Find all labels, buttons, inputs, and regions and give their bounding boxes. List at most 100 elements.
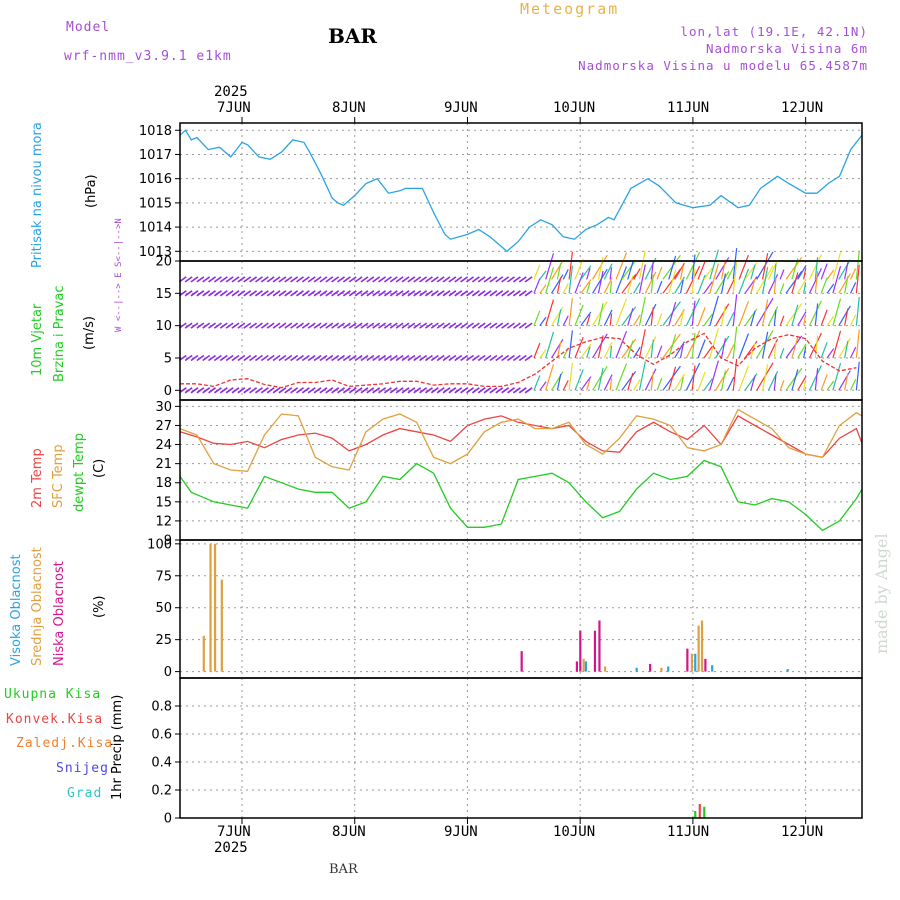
wind-barb (471, 387, 480, 394)
wind-barb (691, 268, 696, 294)
wind-barb (290, 276, 299, 283)
wind-barb (272, 276, 281, 283)
wind-barb (466, 276, 474, 283)
wind-barb (466, 387, 474, 394)
wind-barb (325, 322, 334, 329)
wind-barb (448, 322, 457, 329)
wind-barb (378, 276, 387, 283)
wind-barb (826, 269, 835, 280)
wind-barb (296, 290, 304, 297)
wind-barb (785, 270, 803, 294)
wind-barb (301, 322, 310, 329)
wind-barb (501, 387, 510, 394)
wind-barb (331, 290, 340, 297)
wind-barb (773, 263, 777, 280)
ytick-label-pressure: 1018 (139, 124, 172, 139)
wind-barb (319, 354, 328, 362)
wind-barb (489, 322, 498, 329)
wind-barb (419, 387, 428, 394)
wind-barb (301, 354, 310, 362)
wind-barb (401, 322, 410, 329)
wind-barb (524, 322, 533, 329)
panel-frame-precip (179, 677, 863, 819)
wind-barb (662, 333, 681, 359)
wind-barb (489, 276, 498, 283)
bar-cloud (582, 658, 585, 672)
wind-barb (621, 338, 637, 359)
wind-barb (797, 375, 807, 391)
wind-barb (674, 308, 685, 326)
wind-barb (533, 264, 541, 280)
wind-barb (208, 276, 217, 283)
wind-barb (307, 290, 316, 297)
wind-barb (413, 322, 422, 329)
wind-barb (709, 328, 719, 359)
wind-barb (325, 354, 334, 362)
wind-barb (430, 276, 439, 283)
wind-barb (761, 331, 769, 359)
bar-cloud (667, 666, 670, 672)
wind-barb (773, 277, 777, 294)
wind-barb (767, 260, 779, 280)
wind-barb (732, 326, 738, 359)
wind-barb (471, 276, 480, 283)
wind-barb (401, 354, 410, 362)
wind-barb (539, 381, 547, 391)
wind-barb (225, 290, 234, 297)
wind-barb (202, 290, 211, 297)
wind-barb (460, 387, 469, 394)
wind-barb (290, 354, 299, 362)
wind-barb (709, 249, 719, 280)
wind-barb (580, 265, 592, 280)
wind-barb (196, 322, 205, 329)
wind-barb (360, 387, 369, 394)
wind-barb (507, 322, 515, 329)
wind-barb (855, 297, 860, 326)
wind-barb (849, 314, 857, 326)
wind-barb (430, 354, 439, 362)
wind-barb (668, 255, 677, 280)
wind-barb (477, 387, 486, 394)
wind-barb (808, 365, 822, 391)
wind-barb (366, 276, 375, 283)
bar-cloud (603, 666, 607, 672)
wind-barb (533, 310, 541, 326)
wind-barb (407, 387, 416, 394)
ytick-label-cloud: 100 (147, 537, 172, 552)
legend-freezing-rain: Zaledj.Kisa (16, 736, 114, 751)
series-sfc_temp (179, 408, 863, 472)
wind-barb (313, 290, 322, 297)
wind-barb (603, 341, 613, 359)
wind-barb (539, 270, 547, 280)
wind-barb (592, 268, 608, 294)
wind-barb (354, 322, 363, 329)
wind-barb (679, 312, 684, 326)
model-name: wrf-nmm_v3.9.1 e1km (64, 49, 232, 64)
ytick-label-precip: 0.4 (151, 756, 172, 771)
wind-barb (562, 380, 569, 391)
wind-barb (231, 322, 240, 329)
wind-barb (243, 387, 252, 394)
wind-barb (278, 354, 287, 362)
wind-barb (697, 307, 706, 326)
wind-barb (767, 306, 779, 326)
wind-barb (732, 294, 738, 326)
wind-barb (460, 354, 469, 362)
wind-barb (726, 312, 735, 326)
wind-barb (360, 290, 369, 297)
wind-barb (489, 387, 498, 394)
wind-barb (366, 387, 375, 394)
wind-barb (313, 354, 322, 362)
wind-barb (413, 387, 422, 394)
ytick-label-temperature: 15 (155, 495, 172, 510)
wind-barb (208, 387, 217, 394)
ytick-label-pressure: 1013 (139, 245, 172, 260)
wind-barb (477, 276, 486, 283)
wind-barb (524, 387, 533, 394)
wind-barb (507, 387, 515, 394)
wind-barb (301, 290, 310, 297)
wind-barb (237, 290, 246, 297)
wind-barb (697, 260, 706, 280)
wind-barb (720, 305, 727, 326)
bar-cloud (649, 663, 652, 672)
